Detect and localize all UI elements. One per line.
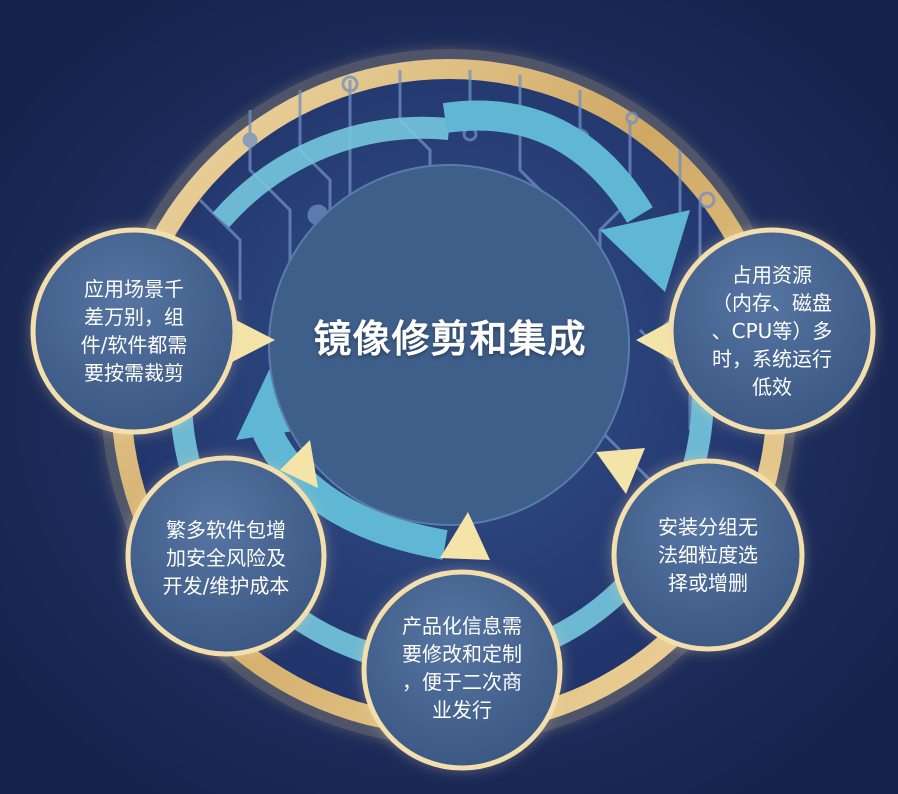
- node-product: [361, 569, 563, 771]
- node-text-product: 产品化信息需 要修改和定制 ，便于二次商 业发行: [402, 614, 522, 722]
- node-scenario: [30, 227, 238, 435]
- node-resources: [668, 227, 876, 435]
- center-title: 镜像修剪和集成: [313, 316, 587, 361]
- pointer-granularity: [596, 448, 645, 494]
- pointer-product: [440, 512, 490, 560]
- center-node: [268, 164, 630, 526]
- node-text-risk: 繁多软件包增 加安全风险及 开发/维护成本: [162, 518, 290, 598]
- node-granularity: [611, 458, 805, 652]
- node-risk: [125, 455, 327, 657]
- outer-nodes: [30, 227, 876, 771]
- pointer-scenario: [232, 318, 275, 362]
- cycle-arrow-left: [236, 368, 448, 560]
- pointer-risk: [280, 440, 318, 488]
- node-text-granularity: 安装分组无 法细粒度选 择或增删: [658, 515, 758, 595]
- node-text-scenario: 应用场景千 差万别，组 件/软件都需 要按需裁剪: [80, 277, 188, 385]
- node-text-resources: 占用资源 （内存、磁盘 、CPU等）多 时，系统运行 低效: [711, 263, 833, 399]
- cycle-arrow-right: [442, 100, 690, 292]
